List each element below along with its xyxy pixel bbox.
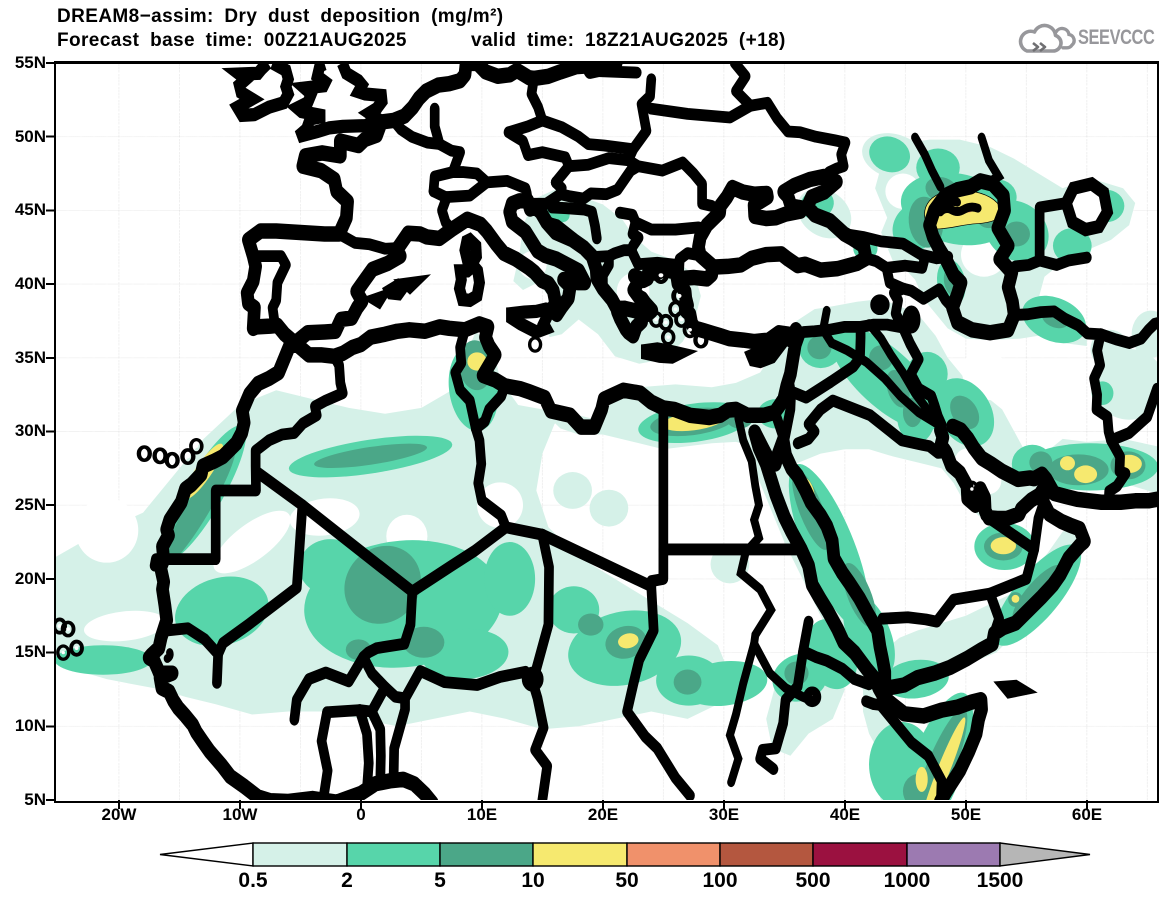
lat-tick-label: 10N — [14, 716, 46, 735]
colorbar-tick-label: 2 — [341, 869, 353, 892]
cloud-icon — [1018, 23, 1063, 53]
colorbar-tick-label: 100 — [702, 869, 738, 892]
colorbar-segment — [532, 842, 628, 867]
colorbar-tick-label: 1500 — [976, 869, 1024, 892]
lat-tick-label: 5N — [24, 790, 46, 809]
lat-tick-label: 50N — [14, 127, 46, 146]
lon-tick-label: 20W — [101, 805, 137, 824]
colorbar — [159, 842, 1091, 867]
lon-tick-label: 0 — [356, 805, 366, 824]
lon-tick-label: 30E — [708, 805, 740, 824]
colorbar-tick-label: 1000 — [883, 869, 931, 892]
colorbar-tick-label: 5 — [434, 869, 446, 892]
colorbar-segment — [626, 842, 721, 867]
lat-tick-label: 45N — [14, 200, 46, 219]
colorbar-segment — [812, 842, 908, 867]
rivers — [725, 132, 1005, 788]
seevccc-cloud-icon — [1018, 23, 1076, 53]
lat-tick-label: 35N — [14, 348, 46, 367]
colorbar-segment — [439, 842, 534, 867]
lat-tick-label: 20N — [14, 569, 46, 588]
lon-tick-label: 40E — [829, 805, 861, 824]
lat-tick-label: 55N — [14, 53, 46, 72]
lon-tick-label: 60E — [1071, 805, 1103, 824]
map-frame — [54, 61, 1159, 803]
colorbar-segment — [252, 842, 348, 867]
lon-tick-label: 10E — [466, 805, 498, 824]
map-canvas — [56, 63, 1157, 800]
logo-wordmark: SEEVCCC — [1078, 26, 1155, 50]
coastlines — [142, 63, 1157, 800]
lat-tick-label: 30N — [14, 421, 46, 440]
country-borders — [149, 63, 1157, 800]
map-subtitle: Forecast base time: 00Z21AUG2025 valid t… — [57, 30, 786, 51]
colorbar-tick-label: 50 — [615, 869, 639, 892]
map-title: DREAM8−assim: Dry dust deposition (mg/m²… — [57, 6, 504, 27]
longitude-ticks — [118, 800, 1089, 809]
colorbar-tick-label: 0.5 — [238, 869, 268, 892]
lat-tick-label: 25N — [14, 495, 46, 514]
chevrons-icon — [1032, 41, 1047, 53]
lat-tick-label: 15N — [14, 642, 46, 661]
colorbar-segment — [906, 842, 1001, 867]
colorbar-segment — [346, 842, 441, 867]
cloud-puff-icon — [1054, 26, 1076, 50]
lat-tick-label: 40N — [14, 274, 46, 293]
colorbar-tick-label: 500 — [795, 869, 831, 892]
lon-tick-label: 20E — [587, 805, 619, 824]
colorbar-above-arrow — [999, 842, 1091, 867]
lon-tick-label: 10W — [222, 805, 258, 824]
latitude-ticks — [46, 62, 56, 802]
colorbar-below-arrow — [159, 842, 254, 867]
lon-tick-label: 50E — [950, 805, 982, 824]
colorbar-tick-label: 10 — [521, 869, 545, 892]
colorbar-segment — [719, 842, 814, 867]
